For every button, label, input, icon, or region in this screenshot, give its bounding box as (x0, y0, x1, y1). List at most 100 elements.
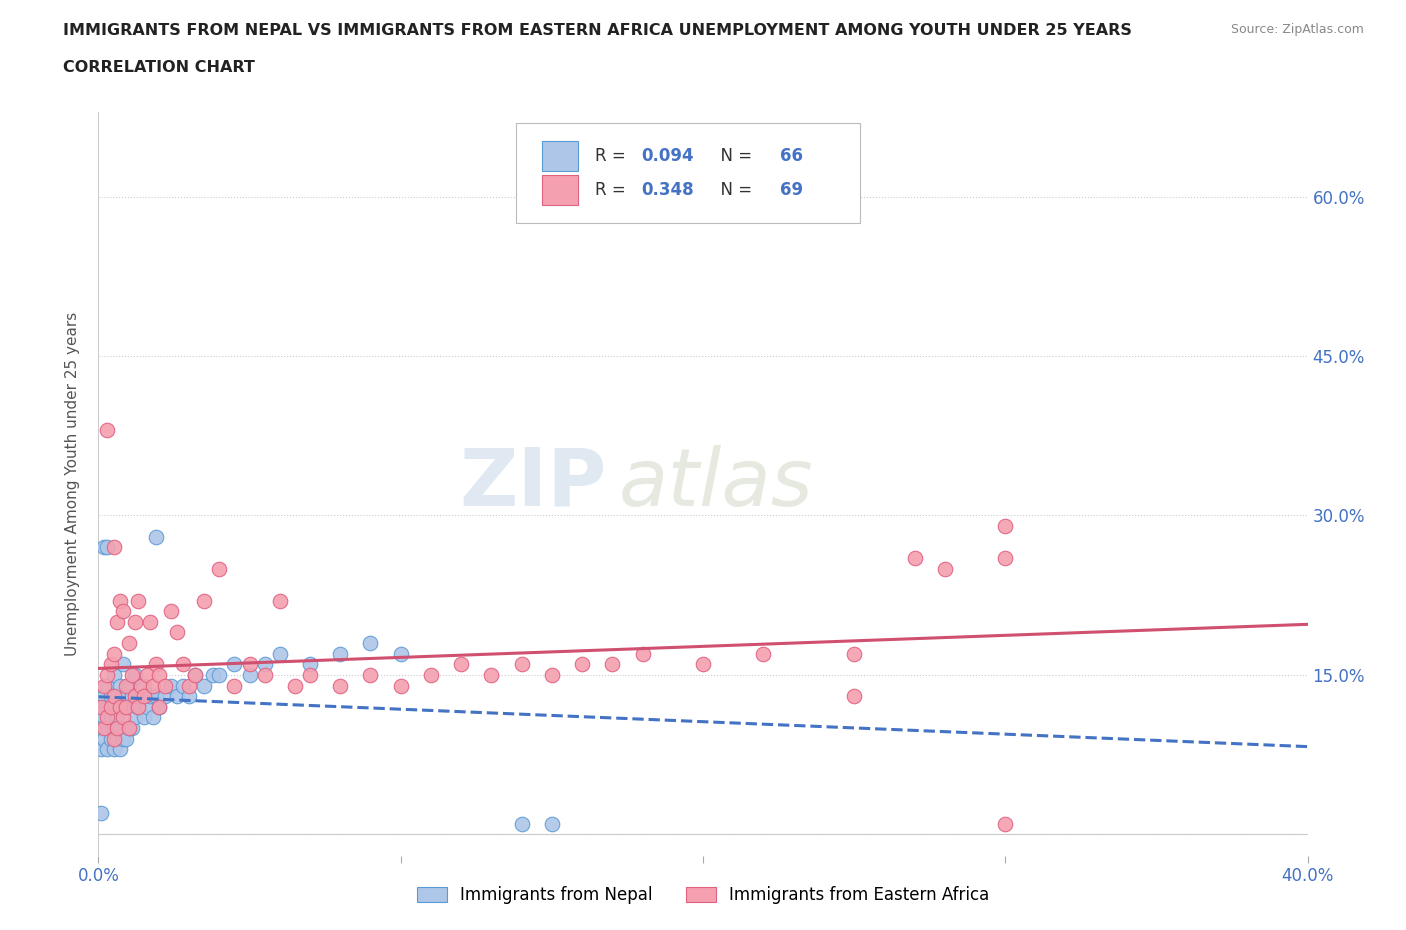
Text: N =: N = (710, 147, 758, 166)
Point (510, 657, 533, 671)
Point (103, 668, 125, 683)
Point (103, 540, 125, 555)
Point (148, 699, 170, 714)
Point (202, 668, 225, 683)
Point (118, 635, 141, 650)
Point (172, 657, 194, 671)
Point (103, 731, 125, 746)
Point (193, 593, 215, 608)
Point (127, 593, 149, 608)
Point (193, 678, 215, 693)
Point (153, 678, 176, 693)
Point (90, 742, 112, 757)
FancyBboxPatch shape (543, 175, 578, 205)
Point (844, 689, 866, 704)
Point (96, 678, 118, 693)
Point (142, 678, 165, 693)
Point (100, 731, 122, 746)
Point (132, 678, 155, 693)
Point (602, 657, 624, 671)
Point (184, 668, 207, 683)
Point (166, 625, 188, 640)
Point (360, 668, 382, 683)
Point (111, 604, 134, 618)
Point (114, 699, 136, 714)
Point (135, 668, 157, 683)
Point (100, 699, 122, 714)
Point (90, 805, 112, 820)
Point (145, 657, 167, 671)
Text: Source: ZipAtlas.com: Source: ZipAtlas.com (1230, 23, 1364, 36)
Point (153, 689, 176, 704)
Point (132, 689, 155, 704)
Point (96, 423, 118, 438)
Point (129, 689, 152, 704)
Point (111, 710, 134, 724)
Point (142, 710, 165, 724)
Text: 66: 66 (780, 147, 803, 166)
Point (93, 710, 115, 724)
Point (108, 721, 131, 736)
Point (96, 540, 118, 555)
Point (103, 689, 125, 704)
Point (481, 668, 503, 683)
Point (100, 710, 122, 724)
Point (124, 689, 146, 704)
Point (148, 699, 170, 714)
FancyBboxPatch shape (516, 123, 860, 223)
Point (108, 742, 131, 757)
Point (103, 721, 125, 736)
Point (114, 731, 136, 746)
Text: 0.094: 0.094 (641, 147, 695, 166)
Point (111, 657, 134, 671)
Text: 69: 69 (780, 180, 803, 199)
Point (124, 615, 146, 630)
Point (108, 593, 131, 608)
Point (148, 668, 170, 683)
Point (934, 561, 956, 576)
Point (103, 699, 125, 714)
Point (96, 668, 118, 683)
Text: atlas: atlas (619, 445, 813, 523)
Point (269, 646, 291, 661)
Point (108, 678, 131, 693)
Point (540, 668, 562, 683)
Point (118, 678, 141, 693)
Point (139, 689, 162, 704)
Point (420, 668, 443, 683)
Point (100, 689, 122, 704)
Point (284, 678, 307, 693)
Point (108, 699, 131, 714)
Point (360, 635, 382, 650)
Point (145, 529, 167, 544)
Point (96, 710, 118, 724)
Point (160, 678, 183, 693)
Point (239, 668, 262, 683)
Point (299, 668, 322, 683)
Point (124, 668, 146, 683)
Point (100, 657, 122, 671)
Point (253, 668, 276, 683)
Point (121, 668, 143, 683)
Point (90, 699, 112, 714)
Point (208, 668, 231, 683)
Point (224, 657, 246, 671)
Point (118, 721, 141, 736)
Legend: Immigrants from Nepal, Immigrants from Eastern Africa: Immigrants from Nepal, Immigrants from E… (411, 879, 995, 910)
Point (389, 646, 412, 661)
Point (571, 657, 593, 671)
Point (224, 678, 246, 693)
Point (904, 551, 927, 565)
Point (93, 540, 115, 555)
Point (752, 646, 775, 661)
Point (132, 710, 155, 724)
Text: CORRELATION CHART: CORRELATION CHART (63, 60, 254, 75)
Point (994, 551, 1017, 565)
Point (105, 731, 128, 746)
FancyBboxPatch shape (543, 141, 578, 171)
Point (93, 731, 115, 746)
Point (105, 689, 128, 704)
Point (208, 561, 231, 576)
Point (450, 657, 472, 671)
Point (510, 817, 533, 831)
